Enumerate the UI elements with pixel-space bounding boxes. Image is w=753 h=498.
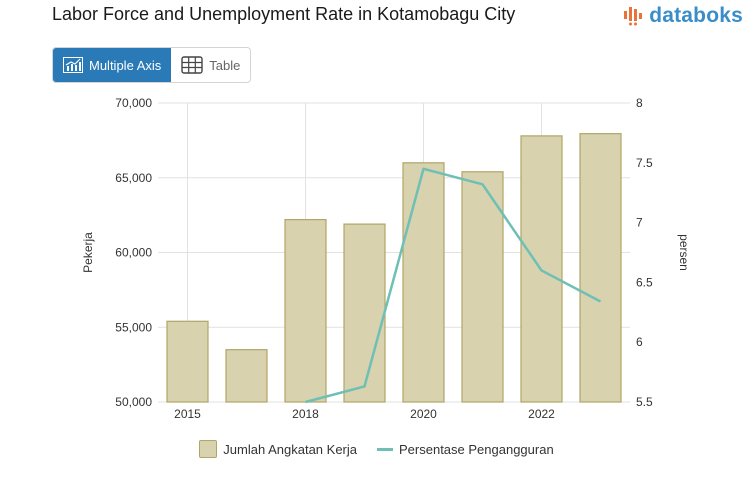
logo-text: databoks	[649, 4, 743, 27]
y-tick-label: 65,000	[115, 171, 152, 185]
legend-item-labor-force[interactable]: Jumlah Angkatan Kerja	[199, 440, 357, 458]
y2-tick-label: 6	[636, 335, 643, 349]
y-tick-label: 50,000	[115, 395, 152, 409]
bar-2021	[461, 171, 504, 403]
y2-tick-label: 5.5	[636, 395, 653, 409]
databoks-logo[interactable]: databoks	[623, 4, 743, 28]
bar-2015	[166, 320, 209, 403]
combo-chart: 50,000 55,000 60,000 65,000 70,000 5.5 6 6.5 7 7.…	[81, 96, 691, 421]
table-label: Table	[209, 57, 241, 73]
legend-item-unemployment[interactable]: Persentase Pengangguran	[377, 440, 554, 458]
unemployment-line	[305, 167, 602, 404]
legend-label-unemployment: Persentase Pengangguran	[399, 441, 554, 457]
table-icon	[181, 56, 203, 74]
y-tick-label: 60,000	[115, 246, 152, 260]
multiple-axis-icon	[63, 57, 83, 73]
bar-logo-icon	[624, 7, 643, 26]
x-tick-label: 2018	[292, 407, 319, 421]
y-tick-label: 70,000	[115, 96, 152, 110]
bar-2022	[520, 135, 563, 403]
y2-tick-label: 6.5	[636, 275, 653, 289]
bar-2019	[343, 223, 386, 403]
bar-2018	[284, 219, 327, 403]
legend-line-swatch	[377, 447, 393, 451]
chart-legend: Jumlah Angkatan Kerja Persentase Pengang…	[0, 440, 753, 458]
y2-tick-label: 7.5	[636, 156, 653, 170]
multiple-axis-button[interactable]: Multiple Axis	[53, 48, 172, 82]
y2-tick-label: 7	[636, 216, 643, 230]
x-tick-label: 2022	[528, 407, 555, 421]
legend-label-labor-force: Jumlah Angkatan Kerja	[223, 441, 357, 457]
table-button[interactable]: Table	[171, 48, 250, 82]
bar-2017	[225, 349, 268, 403]
bar-2020	[402, 162, 445, 403]
multiple-axis-label: Multiple Axis	[89, 57, 162, 73]
y2-tick-label: 8	[636, 96, 643, 110]
y-tick-label: 55,000	[115, 320, 152, 334]
y-axis-title: Pekerja	[81, 232, 95, 273]
bar-2023	[579, 133, 622, 403]
chart-title: Labor Force and Unemployment Rate in Kot…	[52, 4, 516, 24]
x-tick-label: 2020	[410, 407, 437, 421]
legend-bar-swatch	[199, 440, 218, 458]
x-tick-label: 2015	[174, 407, 201, 421]
y2-axis-title: persen	[677, 234, 691, 271]
view-toggle: Multiple Axis Table	[52, 47, 252, 83]
